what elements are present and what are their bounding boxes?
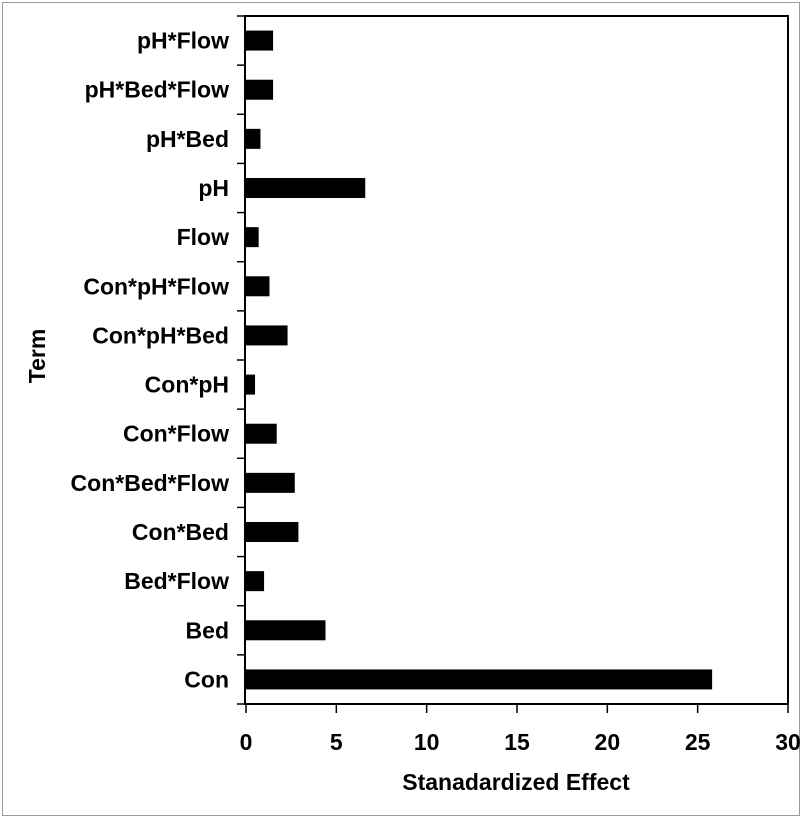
bar-ph-bed [246,128,261,149]
bar-con-bed [246,522,299,542]
x-tick-label: 0 [240,729,253,755]
x-tick-label: 10 [414,729,440,755]
x-tick-labels: 0 5 10 15 20 25 30 [240,729,801,755]
category-label: Con*pH [145,372,229,398]
category-label: pH [198,175,229,201]
x-tick-marks [245,704,789,713]
category-label: Bed*Flow [124,568,229,594]
category-label: Con*Bed [132,519,229,545]
plot-area-border [244,15,789,705]
bars-group [246,30,713,690]
x-axis-title: Stanadardized Effect [402,769,630,795]
category-label: Con*pH*Flow [83,273,229,299]
x-tick-label: 25 [685,729,711,755]
category-label: Con*pH*Bed [92,322,229,348]
bar-con-ph [246,374,256,395]
category-labels: Con Bed Bed*Flow Con*Bed Con*Bed*Flow Con*Flo… [71,28,230,693]
x-tick-label: 5 [330,729,343,755]
bar-con-ph-flow [246,276,270,297]
category-label: pH*Bed*Flow [85,77,230,103]
bar-con-ph-bed [246,325,288,346]
bar-flow [246,227,259,248]
bar-con-bed-flow [246,472,295,493]
category-label: Flow [177,224,229,250]
bar-ph-bed-flow [246,79,274,100]
category-label: Bed [186,617,229,643]
y-tick-marks [237,15,246,705]
x-tick-label: 30 [775,729,801,755]
bar-bed [246,620,326,641]
x-tick-label: 15 [504,729,530,755]
bar-ph [246,178,366,198]
category-label: pH*Flow [137,28,229,54]
bar-con [246,669,713,690]
category-label: Con*Flow [123,421,229,447]
bar-con-flow [246,423,277,444]
bar-ph-flow [246,30,274,51]
y-axis-title: Term [24,329,50,384]
category-label: Con [184,666,229,692]
x-tick-label: 20 [595,729,621,755]
category-label: pH*Bed [146,126,229,152]
category-label: Con*Bed*Flow [71,470,230,496]
bar-bed-flow [246,571,265,592]
